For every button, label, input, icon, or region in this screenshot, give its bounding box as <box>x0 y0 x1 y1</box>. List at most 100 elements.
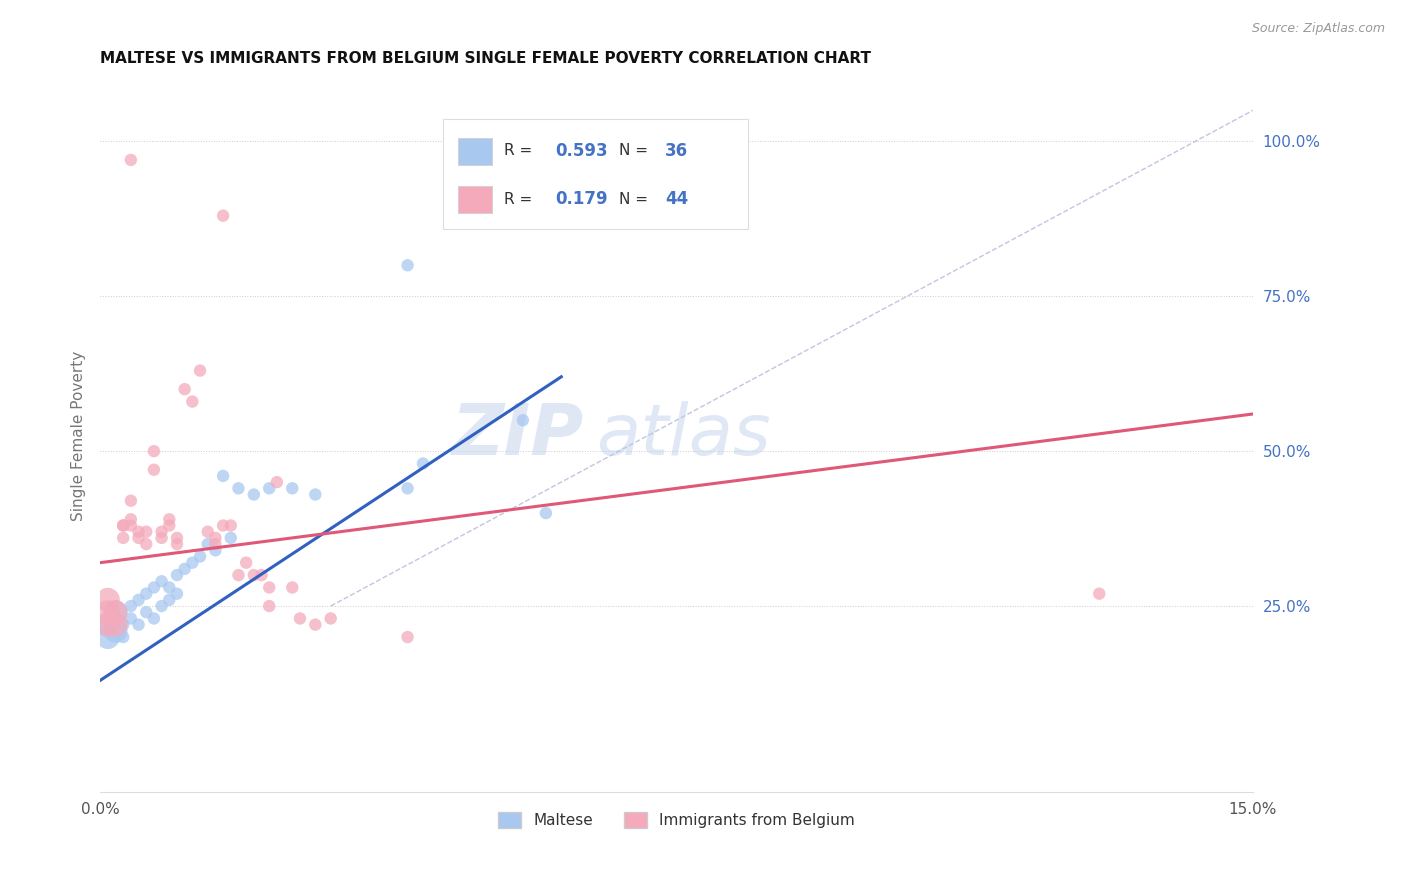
Point <box>97 605 120 619</box>
Point <box>219 518 242 533</box>
Text: 44: 44 <box>665 190 689 208</box>
Point <box>128 531 150 545</box>
Text: R =: R = <box>503 143 537 158</box>
Point <box>204 543 226 558</box>
Text: N =: N = <box>619 143 652 158</box>
Point <box>197 524 219 539</box>
Point <box>142 611 165 625</box>
Point <box>104 617 127 632</box>
FancyBboxPatch shape <box>457 137 492 165</box>
Point <box>135 605 157 619</box>
Point <box>181 556 204 570</box>
Point <box>97 617 120 632</box>
Point <box>257 581 280 595</box>
Point <box>120 493 142 508</box>
FancyBboxPatch shape <box>443 119 748 229</box>
Point <box>97 630 120 644</box>
Point <box>412 457 434 471</box>
Point <box>104 605 127 619</box>
Point <box>288 611 311 625</box>
Point <box>150 524 173 539</box>
Text: atlas: atlas <box>596 401 770 470</box>
Point <box>97 592 120 607</box>
Text: N =: N = <box>619 192 652 207</box>
Point <box>120 512 142 526</box>
Point <box>257 481 280 495</box>
Point <box>243 568 266 582</box>
Point <box>150 599 173 613</box>
Point <box>212 209 235 223</box>
Text: 36: 36 <box>665 142 688 160</box>
Point <box>128 617 150 632</box>
Point <box>243 487 266 501</box>
Point <box>97 617 120 632</box>
Point <box>104 605 127 619</box>
Point <box>120 599 142 613</box>
Text: Source: ZipAtlas.com: Source: ZipAtlas.com <box>1251 22 1385 36</box>
Point <box>396 630 419 644</box>
Point <box>250 568 273 582</box>
Point <box>235 556 257 570</box>
Point <box>396 481 419 495</box>
Point <box>281 481 304 495</box>
Point <box>128 592 150 607</box>
Point <box>304 487 326 501</box>
Point <box>1088 587 1111 601</box>
Y-axis label: Single Female Poverty: Single Female Poverty <box>72 351 86 521</box>
Point <box>150 574 173 589</box>
Point <box>112 518 135 533</box>
Point <box>135 587 157 601</box>
Point <box>142 444 165 458</box>
Point <box>219 531 242 545</box>
Point <box>135 524 157 539</box>
Point <box>120 153 142 167</box>
Point <box>281 581 304 595</box>
Point <box>142 581 165 595</box>
Point <box>188 363 211 377</box>
Point <box>112 518 135 533</box>
Point <box>228 568 250 582</box>
FancyBboxPatch shape <box>457 186 492 213</box>
Point <box>157 518 180 533</box>
Text: R =: R = <box>503 192 537 207</box>
Point <box>157 592 180 607</box>
Point <box>120 611 142 625</box>
Point <box>142 463 165 477</box>
Text: ZIP: ZIP <box>453 401 585 470</box>
Point <box>212 469 235 483</box>
Point <box>512 413 534 427</box>
Point <box>204 537 226 551</box>
Point <box>173 382 195 396</box>
Point <box>157 512 180 526</box>
Point <box>304 617 326 632</box>
Text: 0.593: 0.593 <box>555 142 609 160</box>
Point <box>150 531 173 545</box>
Point <box>173 562 195 576</box>
Point <box>204 531 226 545</box>
Point <box>266 475 288 490</box>
Legend: Maltese, Immigrants from Belgium: Maltese, Immigrants from Belgium <box>492 806 860 834</box>
Point <box>181 394 204 409</box>
Point <box>112 531 135 545</box>
Point <box>197 537 219 551</box>
Point <box>188 549 211 564</box>
Point <box>157 581 180 595</box>
Point <box>120 518 142 533</box>
Point <box>166 537 188 551</box>
Text: 0.179: 0.179 <box>555 190 609 208</box>
Point <box>104 624 127 638</box>
Point <box>534 506 557 520</box>
Point <box>228 481 250 495</box>
Point <box>112 617 135 632</box>
Point <box>166 531 188 545</box>
Point <box>212 518 235 533</box>
Point <box>319 611 342 625</box>
Point <box>396 258 419 272</box>
Text: MALTESE VS IMMIGRANTS FROM BELGIUM SINGLE FEMALE POVERTY CORRELATION CHART: MALTESE VS IMMIGRANTS FROM BELGIUM SINGL… <box>100 51 872 66</box>
Point <box>135 537 157 551</box>
Point <box>166 568 188 582</box>
Point <box>128 524 150 539</box>
Point <box>112 630 135 644</box>
Point <box>257 599 280 613</box>
Point <box>166 587 188 601</box>
